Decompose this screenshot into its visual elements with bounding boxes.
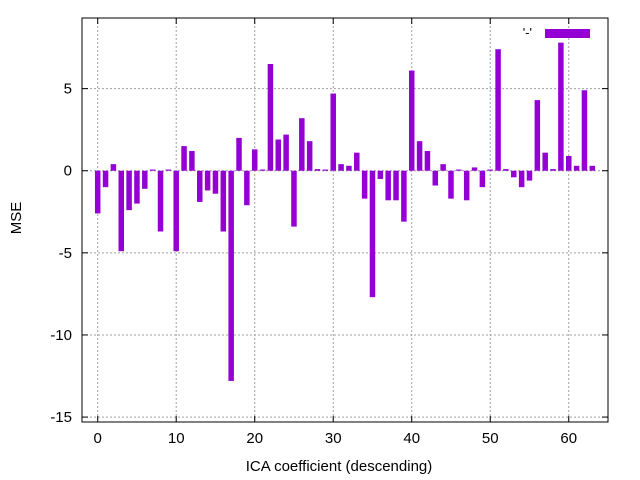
legend: '-' [523, 25, 590, 40]
bar [126, 170, 132, 211]
bar [157, 170, 164, 232]
bar [189, 151, 195, 171]
bar [291, 170, 297, 227]
x-tick-label: 0 [94, 430, 102, 447]
bar [204, 170, 211, 191]
x-tick-label: 30 [325, 430, 342, 447]
x-axis-label: ICA coefficient (descending) [246, 458, 433, 475]
bar [338, 164, 344, 171]
y-tick-label: 5 [64, 81, 72, 98]
bar [401, 170, 407, 222]
x-tick-label: 60 [560, 430, 577, 447]
bar [118, 170, 125, 252]
bar [511, 170, 517, 178]
bar [495, 49, 501, 171]
y-tick-label: -15 [50, 409, 72, 426]
bar [463, 170, 470, 201]
bar [244, 170, 250, 206]
bar [456, 169, 462, 171]
legend-swatch [545, 29, 590, 38]
bar [220, 170, 227, 232]
bars [94, 42, 596, 381]
bar [299, 118, 305, 171]
bar [550, 169, 556, 171]
x-tick-label: 20 [246, 430, 263, 447]
bar [212, 170, 219, 194]
bar [479, 170, 486, 188]
bar [354, 152, 360, 171]
bar [314, 169, 321, 171]
bar [346, 165, 352, 171]
y-tick-label: 0 [64, 163, 72, 180]
bar [228, 170, 234, 381]
bar [259, 169, 266, 171]
bar [330, 93, 336, 171]
x-tick-label: 50 [482, 430, 499, 447]
bar [393, 170, 399, 201]
bar [471, 167, 478, 171]
bar [275, 139, 282, 171]
bar [110, 164, 117, 171]
y-tick-label: -10 [50, 327, 72, 344]
bar [102, 170, 109, 188]
bar [558, 42, 564, 171]
y-tick-label: -5 [59, 245, 72, 262]
bar [165, 169, 172, 171]
bar [369, 170, 376, 298]
tick-marks [82, 18, 608, 422]
bar [573, 165, 580, 171]
bar [565, 155, 572, 171]
bar [487, 169, 493, 171]
x-tick-labels: 0 10 20 30 40 50 60 [94, 430, 578, 447]
x-tick-label: 10 [168, 430, 185, 447]
bar [526, 170, 533, 181]
bar [534, 100, 541, 171]
bar [197, 170, 203, 202]
bar [267, 63, 274, 171]
plot-border [81, 17, 609, 423]
bar [361, 170, 368, 199]
bar [236, 137, 242, 171]
x-tick-label: 40 [403, 430, 420, 447]
bar [173, 170, 179, 252]
bar [181, 146, 187, 171]
bar [149, 169, 156, 171]
bar [142, 170, 148, 189]
bar [134, 170, 140, 204]
bar [385, 170, 391, 201]
bar [542, 152, 548, 171]
bar [581, 90, 588, 171]
bar [432, 170, 439, 186]
bar [448, 170, 454, 199]
bar [94, 170, 101, 214]
bar [589, 165, 596, 171]
bar [440, 164, 446, 171]
bar [518, 170, 525, 188]
bar [377, 170, 384, 179]
bar [408, 70, 415, 171]
bar [306, 141, 313, 171]
y-axis-label: MSE [8, 202, 25, 235]
bar [283, 134, 289, 171]
bar [322, 169, 329, 171]
bar [424, 151, 431, 171]
legend-label: '-' [523, 25, 532, 40]
bar [503, 169, 509, 171]
bar [416, 141, 423, 171]
bar [251, 149, 258, 171]
y-tick-labels: -15 -10 -5 0 5 [50, 81, 72, 426]
